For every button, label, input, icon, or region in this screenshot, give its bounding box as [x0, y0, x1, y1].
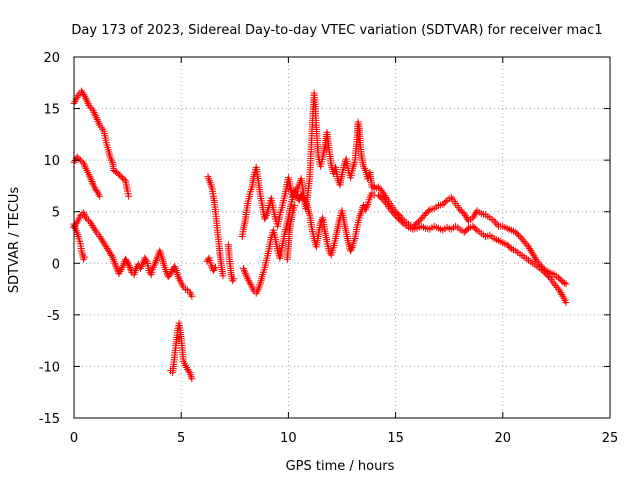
series-track-6	[203, 254, 219, 274]
x-tick-label: 5	[177, 431, 185, 446]
point-markers	[167, 319, 196, 383]
series-track-11	[283, 202, 299, 263]
y-tick-label: -5	[47, 309, 60, 324]
series-track-8	[224, 241, 238, 285]
series-track-1	[70, 87, 133, 200]
x-tick-label: 15	[387, 431, 404, 446]
chart-title: Day 173 of 2023, Sidereal Day-to-day VTE…	[71, 23, 602, 38]
y-tick-label: -10	[39, 360, 60, 375]
point-markers	[283, 202, 299, 263]
point-markers	[238, 89, 378, 240]
point-markers	[224, 241, 238, 285]
series-track-13	[374, 191, 570, 306]
data-points	[70, 87, 570, 383]
x-tick-label: 0	[70, 431, 78, 446]
x-tick-label: 25	[602, 431, 619, 446]
plot-frame	[73, 56, 611, 419]
y-tick-label: 20	[43, 51, 60, 66]
series-track-12	[370, 183, 570, 288]
y-tick-labels: -15 -10 -5 0 5 10 15 20	[39, 51, 60, 427]
y-tick-label: 15	[43, 103, 60, 118]
x-axis-label: GPS time / hours	[286, 459, 395, 474]
y-tick-label: 10	[43, 154, 60, 169]
x-tick-labels: 0 5 10 15 20 25	[70, 431, 618, 446]
point-markers	[204, 173, 227, 280]
series-track-3	[70, 209, 196, 300]
x-tick-label: 10	[280, 431, 297, 446]
y-tick-label: 0	[52, 257, 60, 272]
point-markers	[374, 191, 570, 306]
y-tick-label: -15	[39, 412, 60, 427]
x-tick-label: 20	[495, 431, 512, 446]
grid	[74, 57, 610, 418]
point-markers	[203, 254, 219, 274]
point-markers	[370, 183, 570, 288]
tick-marks	[73, 56, 611, 419]
series-track-9	[238, 89, 378, 240]
series-track-7	[204, 173, 227, 280]
point-markers	[70, 87, 133, 200]
point-markers	[70, 209, 196, 300]
y-axis-label: SDTVAR / TECUs	[7, 187, 22, 294]
series-track-5	[167, 319, 196, 383]
y-tick-label: 5	[52, 206, 60, 221]
